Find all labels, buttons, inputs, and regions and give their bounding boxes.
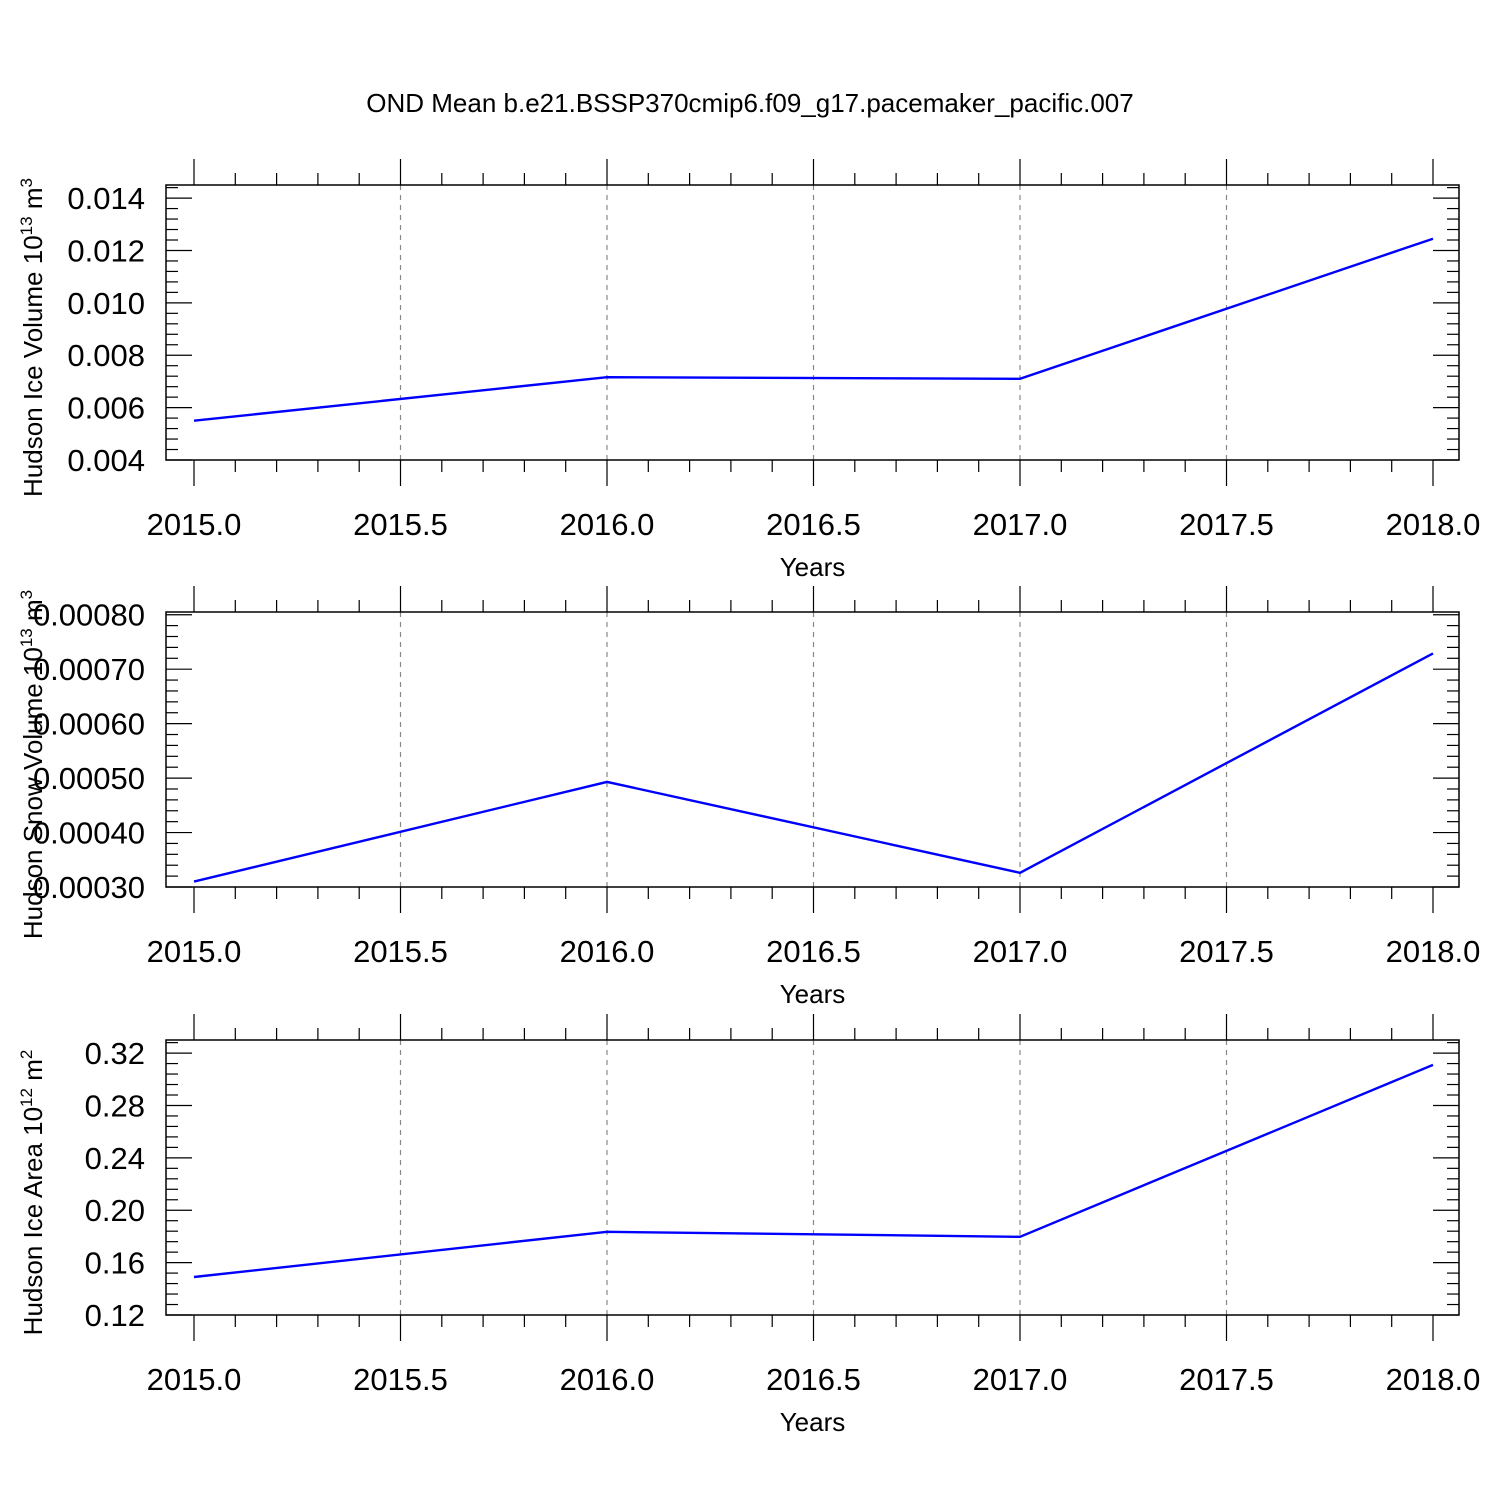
panel-1: 0.004 0.006 0.008 0.010 0.012 0.014 2015.0 2015… [17,159,1480,582]
y-tick-label: 0.20 [85,1193,145,1228]
x-tick-label: 2017.0 [973,507,1068,542]
y-tick-label: 0.28 [85,1088,145,1123]
x-tick-label: 2016.0 [560,507,655,542]
x-axis-label: Years [780,979,846,1009]
y-axis-label: Hudson Ice Area 1012 m2 [17,1050,48,1336]
x-tick-label: 2016.5 [766,934,861,969]
x-axis-label: Years [780,552,846,582]
x-tick-label: 2016.0 [560,934,655,969]
x-tick-label: 2015.5 [353,934,448,969]
y-tick-label: 0.00060 [33,707,145,742]
y-tick-label: 0.00080 [33,598,145,633]
x-tick-label: 2015.5 [353,1362,448,1397]
y-tick-label: 0.24 [85,1141,145,1176]
x-tick-label: 2016.5 [766,507,861,542]
plot-frame [165,611,1460,888]
y-tick-label: 0.00040 [33,816,145,851]
x-tick-label: 2018.0 [1386,1362,1481,1397]
y-tick-label: 0.00050 [33,761,145,796]
series-line [193,652,1434,883]
x-axis-label: Years [780,1407,846,1437]
plot-frame [165,184,1460,461]
y-tick-label: 0.12 [85,1298,145,1333]
x-tick-label: 2015.5 [353,507,448,542]
plot-frame [165,1039,1460,1316]
x-tick-label: 2015.0 [147,507,242,542]
x-tick-label: 2017.5 [1179,1362,1274,1397]
x-tick-label: 2018.0 [1386,934,1481,969]
y-tick-label: 0.010 [67,286,145,321]
x-tick-label: 2017.5 [1179,507,1274,542]
y-tick-label: 0.00030 [33,870,145,905]
x-tick-label: 2017.5 [1179,934,1274,969]
series-line [193,237,1434,422]
x-tick-label: 2017.0 [973,934,1068,969]
panel-3: 0.12 0.16 0.20 0.24 0.28 0.32 2015.0 2015.5 2016… [17,1014,1480,1437]
y-axis-label: Hudson Ice Volume 1013 m3 [17,178,48,497]
y-tick-label: 0.16 [85,1246,145,1281]
y-tick-label: 0.004 [67,443,145,478]
y-axis-label: Hudson Snow Volume 1013 m3 [17,590,48,939]
y-tick-label: 0.006 [67,391,145,426]
y-tick-label: 0.014 [67,181,145,216]
x-tick-label: 2015.0 [147,934,242,969]
figure-title: OND Mean b.e21.BSSP370cmip6.f09_g17.pace… [366,88,1133,118]
y-tick-label: 0.008 [67,338,145,373]
panel-2: 0.00030 0.00040 0.00050 0.00060 0.00070 0.000… [17,586,1480,1009]
series-line [193,1063,1434,1279]
x-tick-label: 2018.0 [1386,507,1481,542]
x-tick-label: 2015.0 [147,1362,242,1397]
y-tick-label: 0.32 [85,1036,145,1071]
x-tick-label: 2016.5 [766,1362,861,1397]
y-tick-label: 0.00070 [33,652,145,687]
x-tick-label: 2016.0 [560,1362,655,1397]
x-tick-label: 2017.0 [973,1362,1068,1397]
y-tick-label: 0.012 [67,233,145,268]
